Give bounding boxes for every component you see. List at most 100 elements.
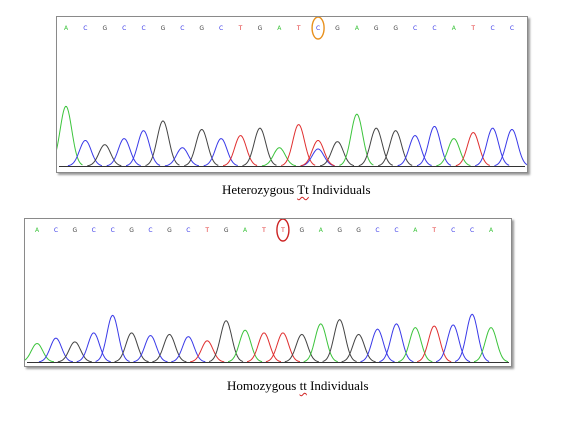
base-call-24: A — [489, 227, 494, 234]
trace-peak-secondary — [300, 140, 335, 167]
base-call-19: C — [432, 25, 436, 32]
trace-peak-12 — [246, 332, 282, 363]
trace-peak-15 — [303, 323, 338, 363]
base-call-8: C — [186, 227, 190, 234]
base-call-4: C — [141, 25, 145, 32]
snp-marker — [276, 219, 290, 242]
base-call-22: C — [491, 25, 495, 32]
base-call-17: G — [393, 25, 398, 32]
homozygous-caption: Homozygous tt Individuals — [227, 378, 369, 394]
trace-peak-0 — [57, 105, 83, 166]
trace-peak-4 — [126, 130, 161, 167]
trace-peak-10 — [242, 127, 277, 167]
trace-peak-18 — [397, 135, 432, 167]
base-call-3: C — [122, 25, 126, 32]
base-call-18: C — [375, 227, 379, 234]
trace-peak-21 — [417, 325, 452, 363]
trace-peak-22 — [475, 127, 510, 167]
trace-peak-7 — [184, 128, 219, 167]
base-call-21: T — [470, 25, 475, 32]
trace-peak-23 — [454, 313, 490, 362]
trace-peak-16 — [358, 127, 393, 167]
base-call-2: G — [73, 227, 78, 234]
trace-peak-20 — [436, 138, 471, 167]
trace-peak-17 — [341, 333, 376, 363]
base-call-14: G — [300, 227, 305, 234]
base-call-19: C — [394, 227, 398, 234]
heterozygous-caption-suffix: Individuals — [308, 182, 371, 197]
base-call-0: A — [35, 227, 40, 234]
base-call-13: T — [280, 227, 285, 234]
base-call-11: A — [243, 227, 248, 234]
base-call-3: C — [92, 227, 96, 234]
heterozygous-caption-prefix: Heterozygous — [222, 182, 298, 197]
base-call-16: G — [374, 25, 379, 32]
trace-peak-20 — [398, 327, 433, 363]
trace-peak-1 — [38, 337, 73, 363]
base-call-4: C — [111, 227, 115, 234]
base-call-18: C — [413, 25, 417, 32]
trace-peak-21 — [455, 132, 490, 167]
snp-marker — [311, 17, 325, 40]
trace-peak-24 — [473, 327, 509, 363]
base-call-22: C — [451, 227, 455, 234]
base-call-10: G — [224, 227, 229, 234]
trace-peak-3 — [106, 138, 141, 167]
trace-peak-9 — [190, 340, 225, 363]
base-call-6: C — [180, 25, 184, 32]
trace-peak-13 — [265, 332, 301, 363]
base-call-6: C — [148, 227, 152, 234]
trace-peak-19 — [416, 126, 452, 167]
base-call-5: G — [129, 227, 134, 234]
trace-peak-10 — [208, 320, 244, 362]
trace-peak-5 — [145, 120, 180, 166]
trace-peak-16 — [322, 319, 357, 362]
trace-peak-19 — [379, 323, 414, 363]
trace-peak-22 — [435, 324, 471, 363]
base-call-9: T — [204, 227, 209, 234]
trace-peak-6 — [164, 147, 199, 167]
base-call-15: A — [355, 25, 360, 32]
base-call-8: C — [219, 25, 223, 32]
homozygous-caption-prefix: Homozygous — [227, 378, 300, 393]
trace-peak-9 — [222, 135, 258, 167]
base-call-21: T — [431, 227, 436, 234]
base-call-5: G — [161, 25, 166, 32]
trace-peak-14 — [284, 333, 319, 363]
trace-peak-23 — [494, 128, 527, 167]
base-call-1: C — [54, 227, 58, 234]
base-call-23: C — [470, 227, 474, 234]
trace-peak-8 — [171, 336, 206, 363]
trace-peak-2 — [87, 144, 122, 167]
trace-peak-8 — [203, 138, 238, 167]
base-call-20: A — [413, 227, 418, 234]
heterozygous-caption-genotype: Tt — [297, 182, 309, 197]
base-call-1: C — [83, 25, 87, 32]
base-call-11: A — [277, 25, 282, 32]
trace-peak-13 — [300, 148, 335, 167]
base-call-23: C — [510, 25, 514, 32]
base-call-17: G — [356, 227, 361, 234]
trace-peak-11 — [228, 329, 263, 363]
base-call-2: G — [102, 25, 107, 32]
base-call-16: G — [337, 227, 342, 234]
trace-peak-7 — [152, 333, 187, 363]
base-call-0: A — [64, 25, 69, 32]
trace-peak-2 — [57, 341, 92, 363]
trace-peak-18 — [360, 328, 395, 363]
trace-peak-15 — [339, 113, 374, 166]
heterozygous-caption: Heterozygous Tt Individuals — [222, 182, 371, 198]
base-call-12: T — [261, 227, 266, 234]
base-call-20: A — [452, 25, 457, 32]
trace-peak-17 — [378, 130, 413, 167]
homozygous-caption-genotype: tt — [299, 378, 307, 393]
base-call-15: A — [319, 227, 324, 234]
trace-peak-11 — [261, 147, 296, 167]
trace-peak-4 — [95, 314, 130, 362]
base-call-14: G — [335, 25, 340, 32]
base-call-10: G — [258, 25, 263, 32]
homozygous-caption-suffix: Individuals — [306, 378, 369, 393]
